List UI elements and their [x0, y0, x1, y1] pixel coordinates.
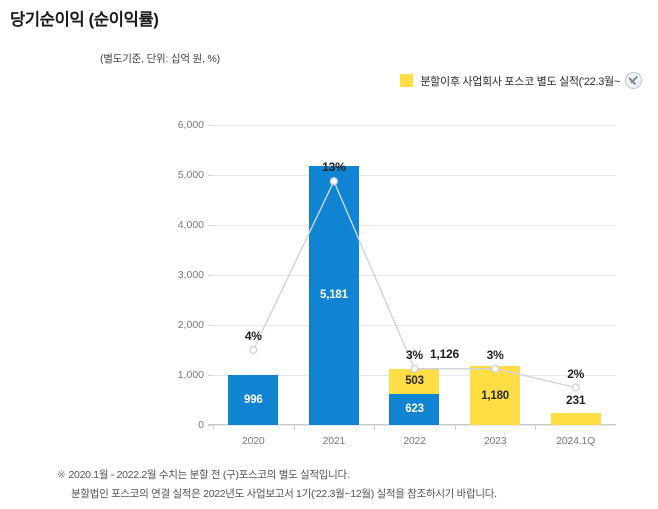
footnote-line-2: 분할법인 포스코의 연결 실적은 2022년도 사업보고서 1기('22.3월~…: [57, 485, 647, 504]
bar-category-2022[interactable]: 1,126 503 623 2022: [374, 125, 459, 447]
y-axis-tick-label: 4,000: [177, 219, 204, 231]
bar-stack[interactable]: 5,181: [308, 165, 359, 425]
bar-segment[interactable]: [550, 413, 601, 425]
bar-value-label: 503: [405, 375, 424, 388]
bar-segment[interactable]: 5,181: [308, 165, 359, 425]
bar-value-label: 5,181: [320, 289, 348, 302]
bar-stack[interactable]: 1,180: [470, 366, 521, 425]
y-axis-tick-mark: [208, 175, 213, 176]
x-axis-tick-mark: [454, 425, 456, 430]
chart-plot-area: 0 1,000 2,000 3,000 4,000 5,000 6,000 996 2020 5…: [0, 100, 658, 455]
y-axis-tick-label: 2,000: [177, 319, 204, 331]
legend-label: 분할이후 사업회사 포스코 별도 실적('22.3월~: [420, 75, 620, 88]
chart-legend: 분할이후 사업회사 포스코 별도 실적('22.3월~: [400, 72, 642, 89]
y-axis-tick-mark: [208, 425, 213, 426]
footnotes: ※ 2020.1월 - 2022.2월 수치는 분할 전 (구)포스코의 별도 실…: [57, 466, 647, 504]
y-axis-tick-mark: [208, 325, 213, 326]
x-axis-tick-mark: [535, 425, 537, 430]
bar-value-label: 623: [405, 403, 424, 416]
ratio-value-label: 2%: [567, 366, 585, 381]
bar-segment[interactable]: 1,180: [470, 366, 521, 425]
bar-stack[interactable]: 503 623: [389, 368, 440, 425]
y-axis-tick-mark: [208, 375, 213, 376]
y-axis-tick-label: 6,000: [177, 119, 204, 131]
y-axis-tick-mark: [208, 225, 213, 226]
x-axis-tick-label: 2020: [242, 435, 265, 447]
bar-category-2024.1Q[interactable]: 231 2024.1Q: [535, 125, 616, 447]
x-axis-tick-label: 2023: [483, 435, 507, 447]
gridline: [213, 175, 616, 176]
bar-segment[interactable]: 503: [389, 368, 440, 394]
footnote-mark: ※: [57, 469, 66, 481]
bar-value-label: 231: [565, 393, 586, 408]
ratio-value-label: 13%: [322, 160, 346, 175]
x-axis-tick-mark: [293, 425, 295, 430]
bar-segment[interactable]: 623: [389, 393, 440, 425]
y-axis-tick-label: 5,000: [177, 169, 204, 181]
chart-subtitle: (별도기준, 단위: 십억 원, %): [100, 53, 220, 65]
bar-category-2020[interactable]: 996 2020: [213, 125, 294, 447]
footnote-text-1: 2020.1월 - 2022.2월 수치는 분할 전 (구)포스코의 별도 실적…: [68, 469, 350, 481]
x-axis-tick-mark: [213, 425, 214, 430]
bar-value-label: 1,180: [481, 389, 509, 402]
bar-value-label: 996: [244, 394, 263, 407]
ratio-value-label: 3%: [406, 347, 423, 362]
bar-segment[interactable]: 996: [228, 375, 279, 425]
y-axis-tick-label: 0: [198, 419, 204, 431]
y-axis-tick-label: 1,000: [177, 369, 204, 381]
x-axis-tick-label: 2024.1Q: [556, 435, 596, 447]
chart-canvas: 0 1,000 2,000 3,000 4,000 5,000 6,000 996 2020 5…: [178, 119, 616, 447]
gridline: [213, 425, 616, 426]
x-axis-tick-label: 2021: [322, 435, 346, 447]
footnote-line-1: ※ 2020.1월 - 2022.2월 수치는 분할 전 (구)포스코의 별도 실…: [57, 466, 647, 485]
bar-stack[interactable]: [550, 413, 601, 425]
settings-crosshair-icon[interactable]: [625, 72, 642, 89]
ratio-value-label: 4%: [244, 329, 262, 343]
ratio-value-label: 3%: [486, 347, 504, 362]
page-title: 당기순이익 (순이익률): [10, 11, 159, 29]
y-axis-tick-mark: [208, 125, 213, 126]
y-axis-tick-label: 3,000: [177, 269, 204, 281]
gridline: [213, 125, 616, 126]
y-axis-tick-mark: [208, 275, 213, 276]
x-axis-tick-label: 2022: [403, 435, 426, 447]
footnote-text-2: 분할법인 포스코의 연결 실적은 2022년도 사업보고서 1기('22.3월~…: [71, 488, 497, 500]
bar-stack[interactable]: 996: [228, 375, 279, 425]
legend-swatch-yellow: [400, 74, 414, 87]
bar-category-2023[interactable]: 1,180 2023: [454, 125, 536, 447]
x-axis-tick-mark: [374, 425, 376, 430]
